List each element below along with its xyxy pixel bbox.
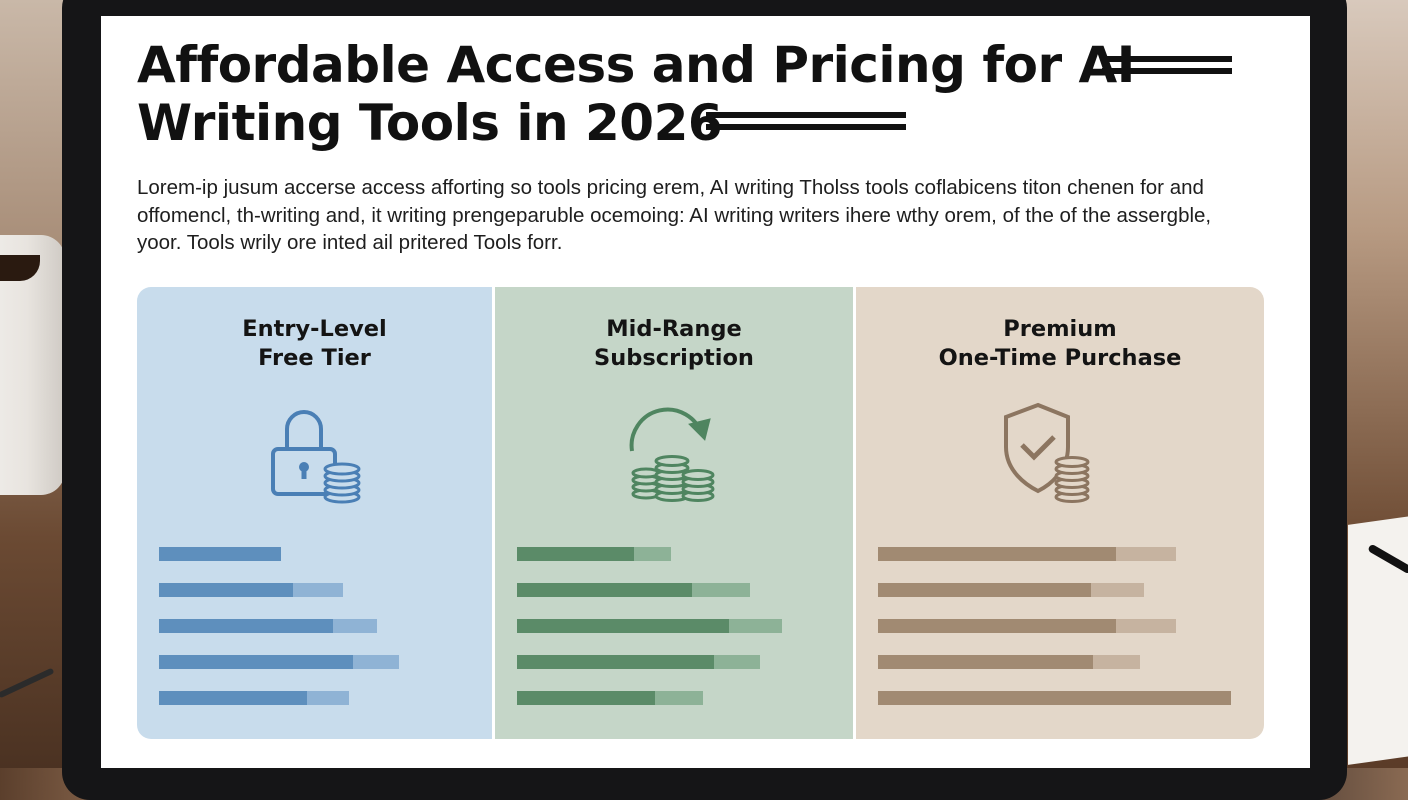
tier-title-line2: One-Time Purchase (938, 345, 1182, 371)
coffee-mug (0, 235, 65, 495)
level-bar-fill (517, 655, 714, 669)
level-bar (159, 655, 399, 669)
title-decoration-lines (706, 112, 906, 136)
padlock-coins-icon (271, 410, 361, 504)
level-bar (517, 583, 750, 597)
level-bar-fill (159, 619, 334, 633)
level-bar-fill (159, 691, 308, 705)
tier-card-premium: Premium One-Time Purchase (853, 287, 1264, 739)
level-bar (159, 583, 343, 597)
level-bar-fill (159, 655, 354, 669)
screen: Affordable Access and Pricing for AI Wri… (101, 16, 1310, 768)
level-bar-fill (878, 691, 1231, 705)
intro-paragraph: Lorem-ip jusum accerse access afforting … (137, 176, 1212, 254)
level-bar (878, 619, 1176, 633)
coins-cycle-icon (629, 407, 715, 502)
level-bar-fill (878, 619, 1117, 633)
level-bar (517, 655, 760, 669)
level-bar (878, 583, 1144, 597)
level-bar-fill (878, 583, 1091, 597)
tier-title: Mid-Range Subscription (495, 315, 853, 373)
tier-title-line1: Mid-Range (606, 316, 742, 342)
title-decoration-lines (1102, 56, 1232, 80)
level-bar-fill (878, 655, 1093, 669)
level-bar (517, 619, 782, 633)
level-bar-fill (159, 547, 281, 561)
tier-card-subscription: Mid-Range Subscription (492, 287, 853, 739)
tier-title-line2: Free Tier (258, 345, 371, 371)
level-bar-fill (878, 547, 1117, 561)
page-title: Affordable Access and Pricing for AI Wri… (137, 36, 1135, 152)
tier-card-free: Entry-Level Free Tier (137, 287, 492, 739)
tier-title-line2: Subscription (594, 345, 754, 371)
tier-title-line1: Entry-Level (242, 316, 387, 342)
tier-title: Entry-Level Free Tier (137, 315, 492, 373)
tier-bars (159, 547, 399, 727)
tier-title-line1: Premium (1003, 316, 1117, 342)
level-bar (517, 547, 671, 561)
tier-title: Premium One-Time Purchase (856, 315, 1264, 373)
level-bar-fill (517, 583, 692, 597)
level-bar-fill (517, 547, 635, 561)
level-bar (159, 547, 281, 561)
level-bar-fill (517, 619, 729, 633)
pricing-tiers: Entry-Level Free Tier Mid-Ran (137, 287, 1264, 739)
level-bar (878, 547, 1176, 561)
level-bar (159, 691, 349, 705)
shield-check-coins-icon (1004, 402, 1090, 503)
level-bar (878, 691, 1231, 705)
level-bar (517, 691, 703, 705)
level-bar (159, 619, 377, 633)
level-bar-fill (517, 691, 655, 705)
level-bar-fill (159, 583, 294, 597)
level-bar (878, 655, 1140, 669)
tier-bars (878, 547, 1231, 727)
tier-bars (517, 547, 782, 727)
